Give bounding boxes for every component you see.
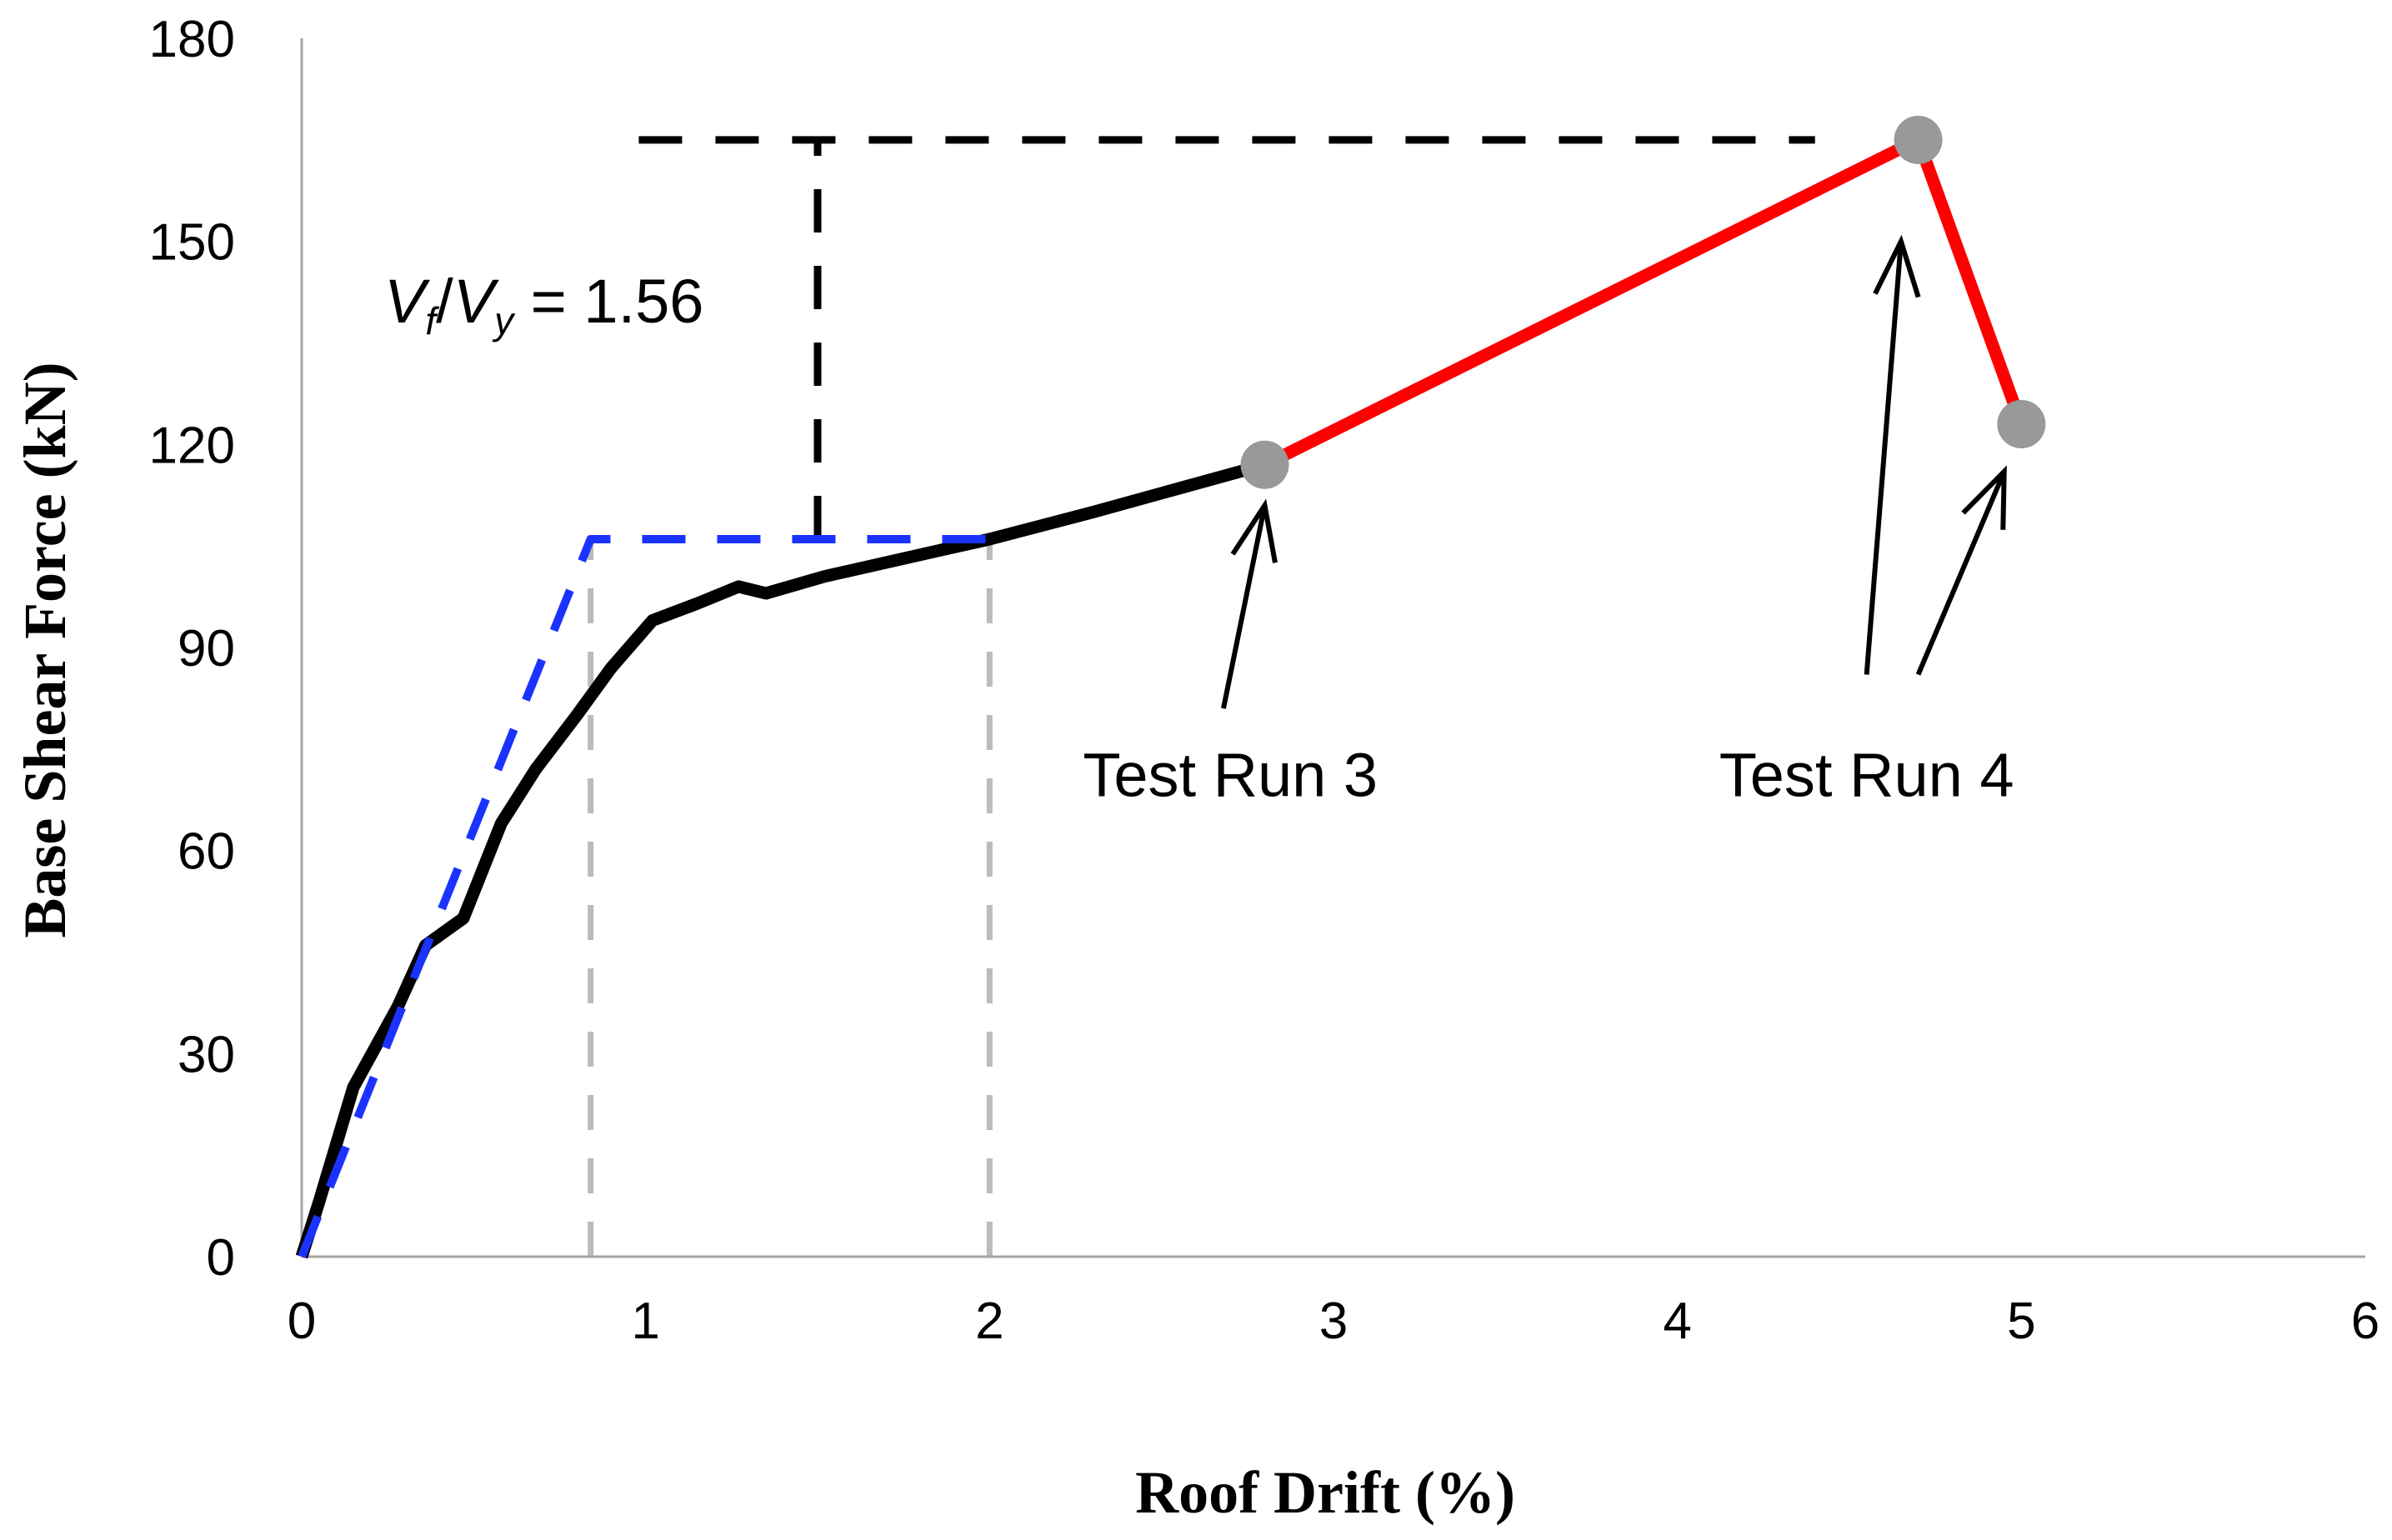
y-axis-title: Base Shear Force (kN)	[12, 362, 78, 938]
series-line-2	[298, 535, 990, 1258]
ratio-v2: V	[453, 267, 500, 336]
ratio-value: = 1.56	[513, 267, 703, 336]
y-tick-label: 60	[178, 823, 235, 881]
y-tick-label: 180	[149, 11, 235, 68]
ratio-sub2: y	[492, 299, 516, 342]
y-tick-label: 0	[207, 1229, 235, 1287]
annotation-arrow-shaft	[1915, 470, 2007, 676]
data-point-marker	[1894, 115, 1943, 164]
ratio-sub1: f	[425, 299, 439, 342]
reference-lines-layer	[588, 136, 1815, 1257]
ratio-label: Vf/Vy = 1.56	[384, 267, 703, 342]
data-point-marker	[1240, 440, 1289, 489]
annotation-arrow-shaft	[1221, 504, 1268, 709]
annotation-label: Test Run 4	[1719, 741, 2014, 810]
annotation-label: Test Run 3	[1083, 741, 1378, 810]
ratio-slash: /	[436, 267, 453, 336]
series-line-1	[1262, 133, 2028, 471]
annotation-arrow-head	[1230, 498, 1278, 563]
x-tick-label: 5	[2007, 1292, 2035, 1350]
x-tick-label: 2	[975, 1292, 1003, 1350]
y-tick-label: 90	[178, 620, 235, 678]
y-tick-label: 30	[178, 1026, 235, 1083]
annotation-arrow-shaft	[1864, 241, 1904, 675]
y-tick-label: 150	[149, 214, 235, 272]
y-tick-label: 120	[149, 417, 235, 474]
annotation-arrow-head	[1961, 465, 2007, 530]
x-tick-label: 3	[1319, 1292, 1348, 1350]
x-tick-label: 6	[2351, 1292, 2379, 1350]
ratio-v1: V	[384, 267, 431, 336]
x-axis-title: Roof Drift (%)	[1135, 1459, 1515, 1526]
series-line-0	[295, 458, 1267, 1259]
annotation-arrow-head	[1873, 234, 1921, 298]
markers-layer	[1240, 115, 2046, 489]
data-point-marker	[1997, 399, 2046, 448]
axes-layer	[300, 38, 2365, 1258]
x-tick-label: 0	[288, 1292, 316, 1350]
x-tick-label: 1	[631, 1292, 659, 1350]
x-tick-label: 4	[1663, 1292, 1691, 1350]
